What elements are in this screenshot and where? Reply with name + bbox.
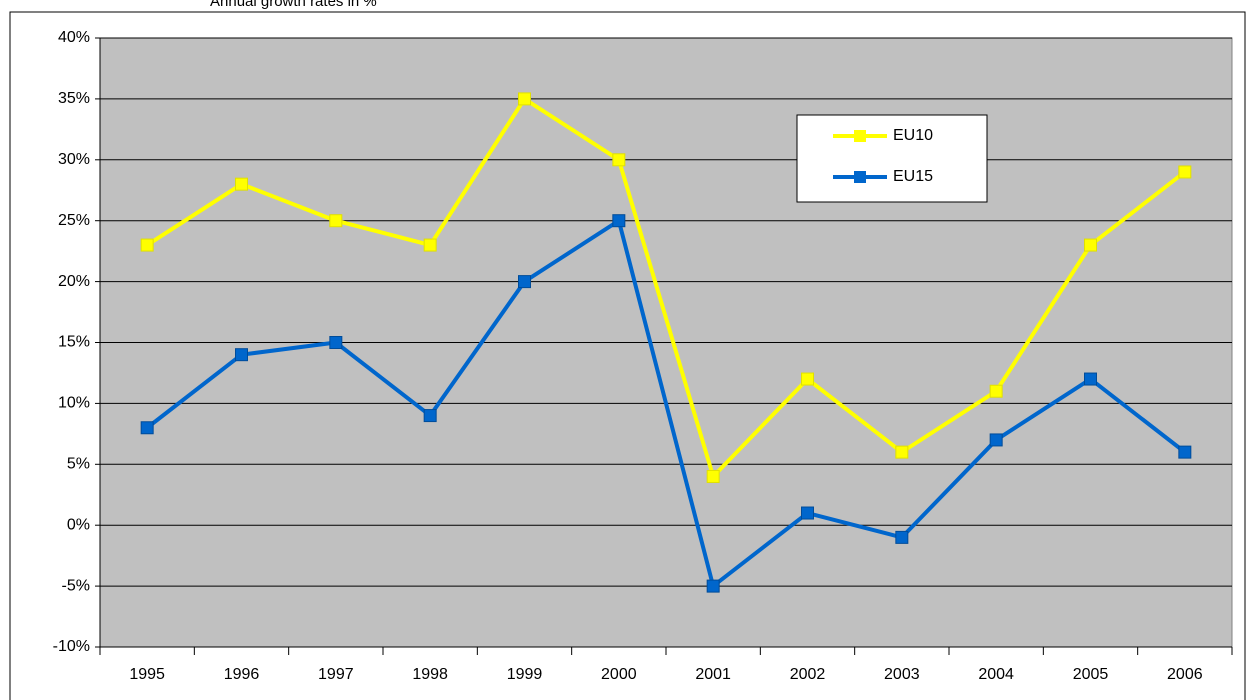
series-marker	[989, 384, 1003, 398]
x-tick-label: 2000	[601, 666, 637, 683]
series-marker	[235, 348, 248, 362]
series-marker	[1084, 372, 1097, 386]
x-tick-label: 1997	[318, 666, 354, 683]
y-tick-label: 35%	[58, 90, 90, 107]
series-line	[146, 96, 1187, 479]
series-marker	[801, 372, 814, 386]
series-line	[145, 218, 1187, 589]
legend-swatch-marker	[854, 171, 866, 183]
series-marker	[612, 153, 626, 167]
series-marker	[706, 579, 720, 593]
series-marker	[801, 506, 814, 520]
legend-swatch-marker	[854, 130, 866, 142]
legend-label: EU10	[893, 127, 933, 144]
series-marker	[706, 469, 720, 483]
series-marker	[1084, 238, 1097, 252]
x-tick-label: 1998	[412, 666, 448, 683]
series-marker	[1178, 445, 1192, 459]
y-tick-label: 20%	[58, 273, 90, 290]
series-marker	[895, 445, 909, 459]
y-tick-label: 15%	[58, 334, 90, 351]
series-marker	[895, 530, 909, 544]
y-tick-label: 10%	[58, 395, 90, 412]
series-marker	[235, 177, 248, 191]
x-tick-label: 2002	[790, 666, 826, 683]
y-tick-label: 30%	[58, 151, 90, 168]
legend-box	[796, 114, 988, 203]
y-tick-label: -5%	[62, 577, 90, 594]
x-tick-label: 2004	[978, 666, 1014, 683]
y-tick-label: 25%	[58, 212, 90, 229]
x-tick-label: 1995	[129, 666, 165, 683]
series-marker	[1178, 165, 1192, 179]
series-marker	[423, 409, 437, 423]
chart-subtitle: Annual growth rates in %	[210, 0, 377, 10]
x-tick-label: 2003	[884, 666, 920, 683]
y-tick-label: 0%	[67, 516, 90, 533]
series-marker	[612, 214, 626, 228]
y-tick-label: 5%	[67, 456, 90, 473]
y-tick-label: 40%	[58, 29, 90, 46]
legend-label: EU15	[893, 168, 933, 185]
x-tick-label: 2001	[695, 666, 731, 683]
series-marker	[329, 214, 343, 228]
x-tick-label: 1999	[507, 666, 543, 683]
y-tick-label: -10%	[53, 638, 90, 655]
series-marker	[518, 275, 531, 289]
series-marker	[140, 238, 154, 252]
series-marker	[329, 336, 343, 349]
series-marker	[140, 421, 154, 435]
x-tick-label: 2006	[1167, 666, 1203, 683]
series-marker	[989, 433, 1003, 447]
series-marker	[423, 238, 437, 252]
x-tick-label: 1996	[224, 666, 260, 683]
x-tick-label: 2005	[1073, 666, 1109, 683]
series-marker	[518, 92, 531, 106]
